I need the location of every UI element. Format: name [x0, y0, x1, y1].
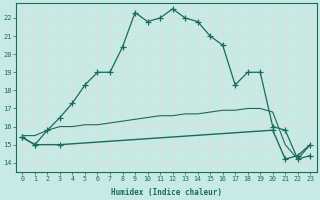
- X-axis label: Humidex (Indice chaleur): Humidex (Indice chaleur): [111, 188, 222, 197]
